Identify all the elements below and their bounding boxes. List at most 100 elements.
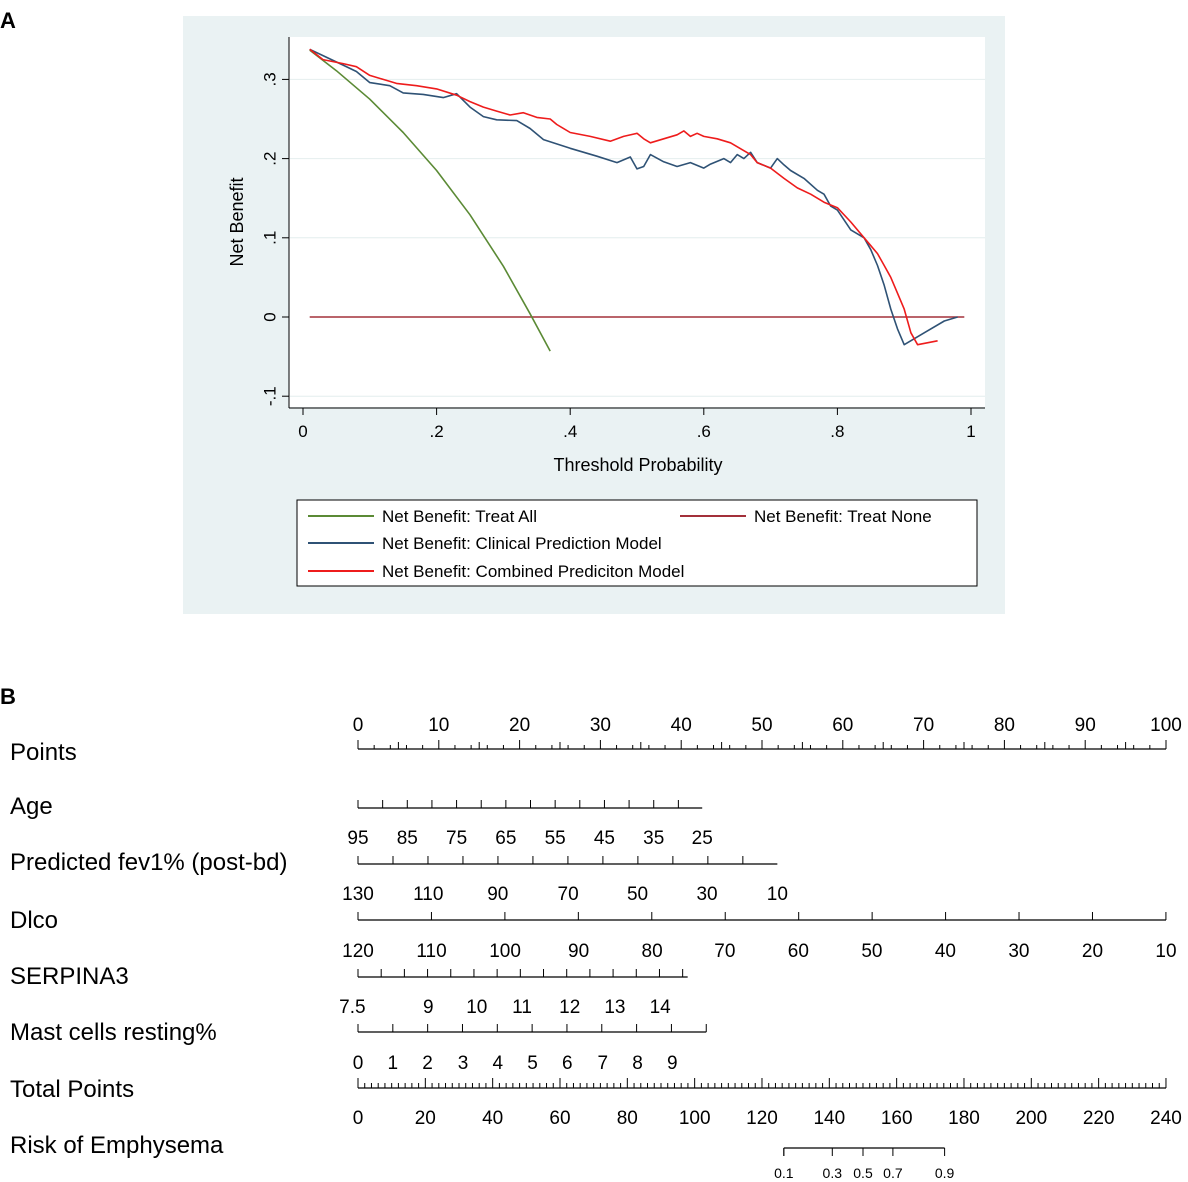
plot-area <box>289 37 985 407</box>
nomogram-tick-label: 0.1 <box>774 1165 794 1181</box>
nomogram-tick-label: 200 <box>1015 1108 1047 1129</box>
legend-label-treat-none: Net Benefit: Treat None <box>754 507 932 526</box>
nomogram-tick-label: 3 <box>458 1053 469 1074</box>
nomogram-tick-label: 240 <box>1150 1108 1182 1129</box>
legend: Net Benefit: Treat All Net Benefit: Trea… <box>296 499 978 587</box>
nomogram-tick-label: 100 <box>489 941 521 962</box>
nomogram-tick-label: 25 <box>692 828 713 849</box>
nomogram-tick-label: 40 <box>482 1108 503 1129</box>
x-tick-label: 0 <box>298 422 307 441</box>
nomogram-tick-label: 0 <box>353 715 364 736</box>
nomogram-tick-label: 70 <box>714 941 735 962</box>
y-tick-label: .2 <box>261 152 280 166</box>
nomogram-tick-label: 4 <box>492 1053 503 1074</box>
nomogram-row-label-age: Age <box>10 793 53 820</box>
nomogram-tick-label: 70 <box>558 884 579 905</box>
nomogram-tick-label: 50 <box>861 941 882 962</box>
nomogram-tick-label: 0 <box>353 1108 364 1129</box>
nomogram-row-label-serpina3: SERPINA3 <box>10 963 129 990</box>
grid-lines <box>290 78 985 397</box>
y-tick-label: 0 <box>261 312 280 321</box>
nomogram-tick-label: 20 <box>415 1108 436 1129</box>
nomogram-tick-label: 65 <box>495 828 516 849</box>
x-tick-label: .6 <box>697 422 711 441</box>
nomogram-row-label-points: Points <box>10 739 77 766</box>
nomogram-tick-label: 120 <box>342 941 374 962</box>
nomogram-tick-label: 0.3 <box>823 1165 843 1181</box>
nomogram-tick-label: 120 <box>746 1108 778 1129</box>
nomogram-tick-label: 10 <box>428 715 449 736</box>
nomogram-tick-label: 90 <box>568 941 589 962</box>
nomogram-tick-label: 50 <box>627 884 648 905</box>
nomogram-tick-label: 130 <box>342 884 374 905</box>
nomogram-tick-label: 50 <box>751 715 772 736</box>
nomogram-tick-label: 0.7 <box>883 1165 903 1181</box>
y-ticks: -.1 0 .1 .2 .3 <box>261 72 289 406</box>
nomogram-tick-label: 0.5 <box>853 1165 873 1181</box>
nomogram-tick-label: 5 <box>527 1053 538 1074</box>
nomogram-tick-label: 90 <box>487 884 508 905</box>
nomogram-tick-label: 20 <box>509 715 530 736</box>
nomogram-tick-label: 11 <box>512 997 532 1018</box>
legend-label-combined: Net Benefit: Combined Prediciton Model <box>382 562 684 581</box>
nomogram-tick-label: 85 <box>397 828 418 849</box>
series-group <box>309 48 965 352</box>
nomogram-tick-label: 0.9 <box>935 1165 955 1181</box>
nomogram-tick-label: 60 <box>832 715 853 736</box>
nomogram-tick-label: 160 <box>881 1108 913 1129</box>
nomogram-tick-label: 60 <box>788 941 809 962</box>
nomogram-tick-label: 40 <box>671 715 692 736</box>
legend-label-treat-all: Net Benefit: Treat All <box>382 507 537 526</box>
nomogram-tick-label: 0 <box>353 1053 364 1074</box>
nomogram-tick-label: 110 <box>413 884 443 905</box>
legend-label-clinical: Net Benefit: Clinical Prediction Model <box>382 534 662 553</box>
nomogram-tick-label: 100 <box>679 1108 711 1129</box>
nomogram-tick-label: 10 <box>466 997 487 1018</box>
nomogram-tick-label: 30 <box>1008 941 1029 962</box>
nomogram-row-label-mast: Mast cells resting% <box>10 1019 217 1046</box>
nomogram-tick-label: 70 <box>913 715 934 736</box>
nomogram-tick-label: 55 <box>545 828 566 849</box>
nomogram-tick-label: 7.5 <box>339 997 365 1018</box>
nomogram-tick-label: 80 <box>617 1108 638 1129</box>
nomogram-tick-label: 140 <box>813 1108 845 1129</box>
x-axis-title: Threshold Probability <box>553 455 722 475</box>
nomogram-tick-label: 60 <box>549 1108 570 1129</box>
x-tick-label: .2 <box>430 422 444 441</box>
nomogram-row-label-dlco: Dlco <box>10 907 58 934</box>
nomogram-tick-label: 35 <box>643 828 664 849</box>
y-axis-title: Net Benefit <box>227 177 247 266</box>
y-tick-label: .1 <box>261 231 280 245</box>
nomogram-tick-label: 7 <box>598 1053 609 1074</box>
nomogram-tick-label: 220 <box>1083 1108 1115 1129</box>
nomogram-tick-label: 8 <box>632 1053 643 1074</box>
nomogram-tick-label: 95 <box>347 828 368 849</box>
nomogram-tick-label: 14 <box>650 997 672 1018</box>
nomogram-tick-label: 75 <box>446 828 467 849</box>
series-line-combined <box>309 48 938 346</box>
panel-a-label: A <box>0 8 16 33</box>
panel-b-label: B <box>0 684 16 709</box>
nomogram-tick-label: 45 <box>594 828 615 849</box>
nomogram-row-label-fev1: Predicted fev1% (post-bd) <box>10 849 287 876</box>
series-line-treat-all <box>309 49 551 352</box>
nomogram-tick-label: 1 <box>387 1053 398 1074</box>
y-tick-label: .3 <box>261 72 280 86</box>
nomogram-row-label-risk: Risk of Emphysema <box>10 1132 224 1159</box>
nomogram-tick-label: 6 <box>562 1053 573 1074</box>
nomogram-tick-label: 2 <box>422 1053 433 1074</box>
nomogram-tick-label: 90 <box>1075 715 1096 736</box>
x-ticks: 0 .2 .4 .6 .8 1 <box>298 408 976 441</box>
nomogram-tick-label: 110 <box>416 941 446 962</box>
nomogram-tick-label: 180 <box>948 1108 980 1129</box>
y-tick-label: -.1 <box>261 386 280 406</box>
nomogram-tick-label: 30 <box>590 715 611 736</box>
nomogram-tick-label: 9 <box>423 997 434 1018</box>
legend-box <box>296 499 978 587</box>
x-tick-label: 1 <box>966 422 975 441</box>
nomogram-tick-label: 12 <box>559 997 580 1018</box>
nomogram-tick-label: 80 <box>994 715 1015 736</box>
x-tick-label: .4 <box>563 422 577 441</box>
